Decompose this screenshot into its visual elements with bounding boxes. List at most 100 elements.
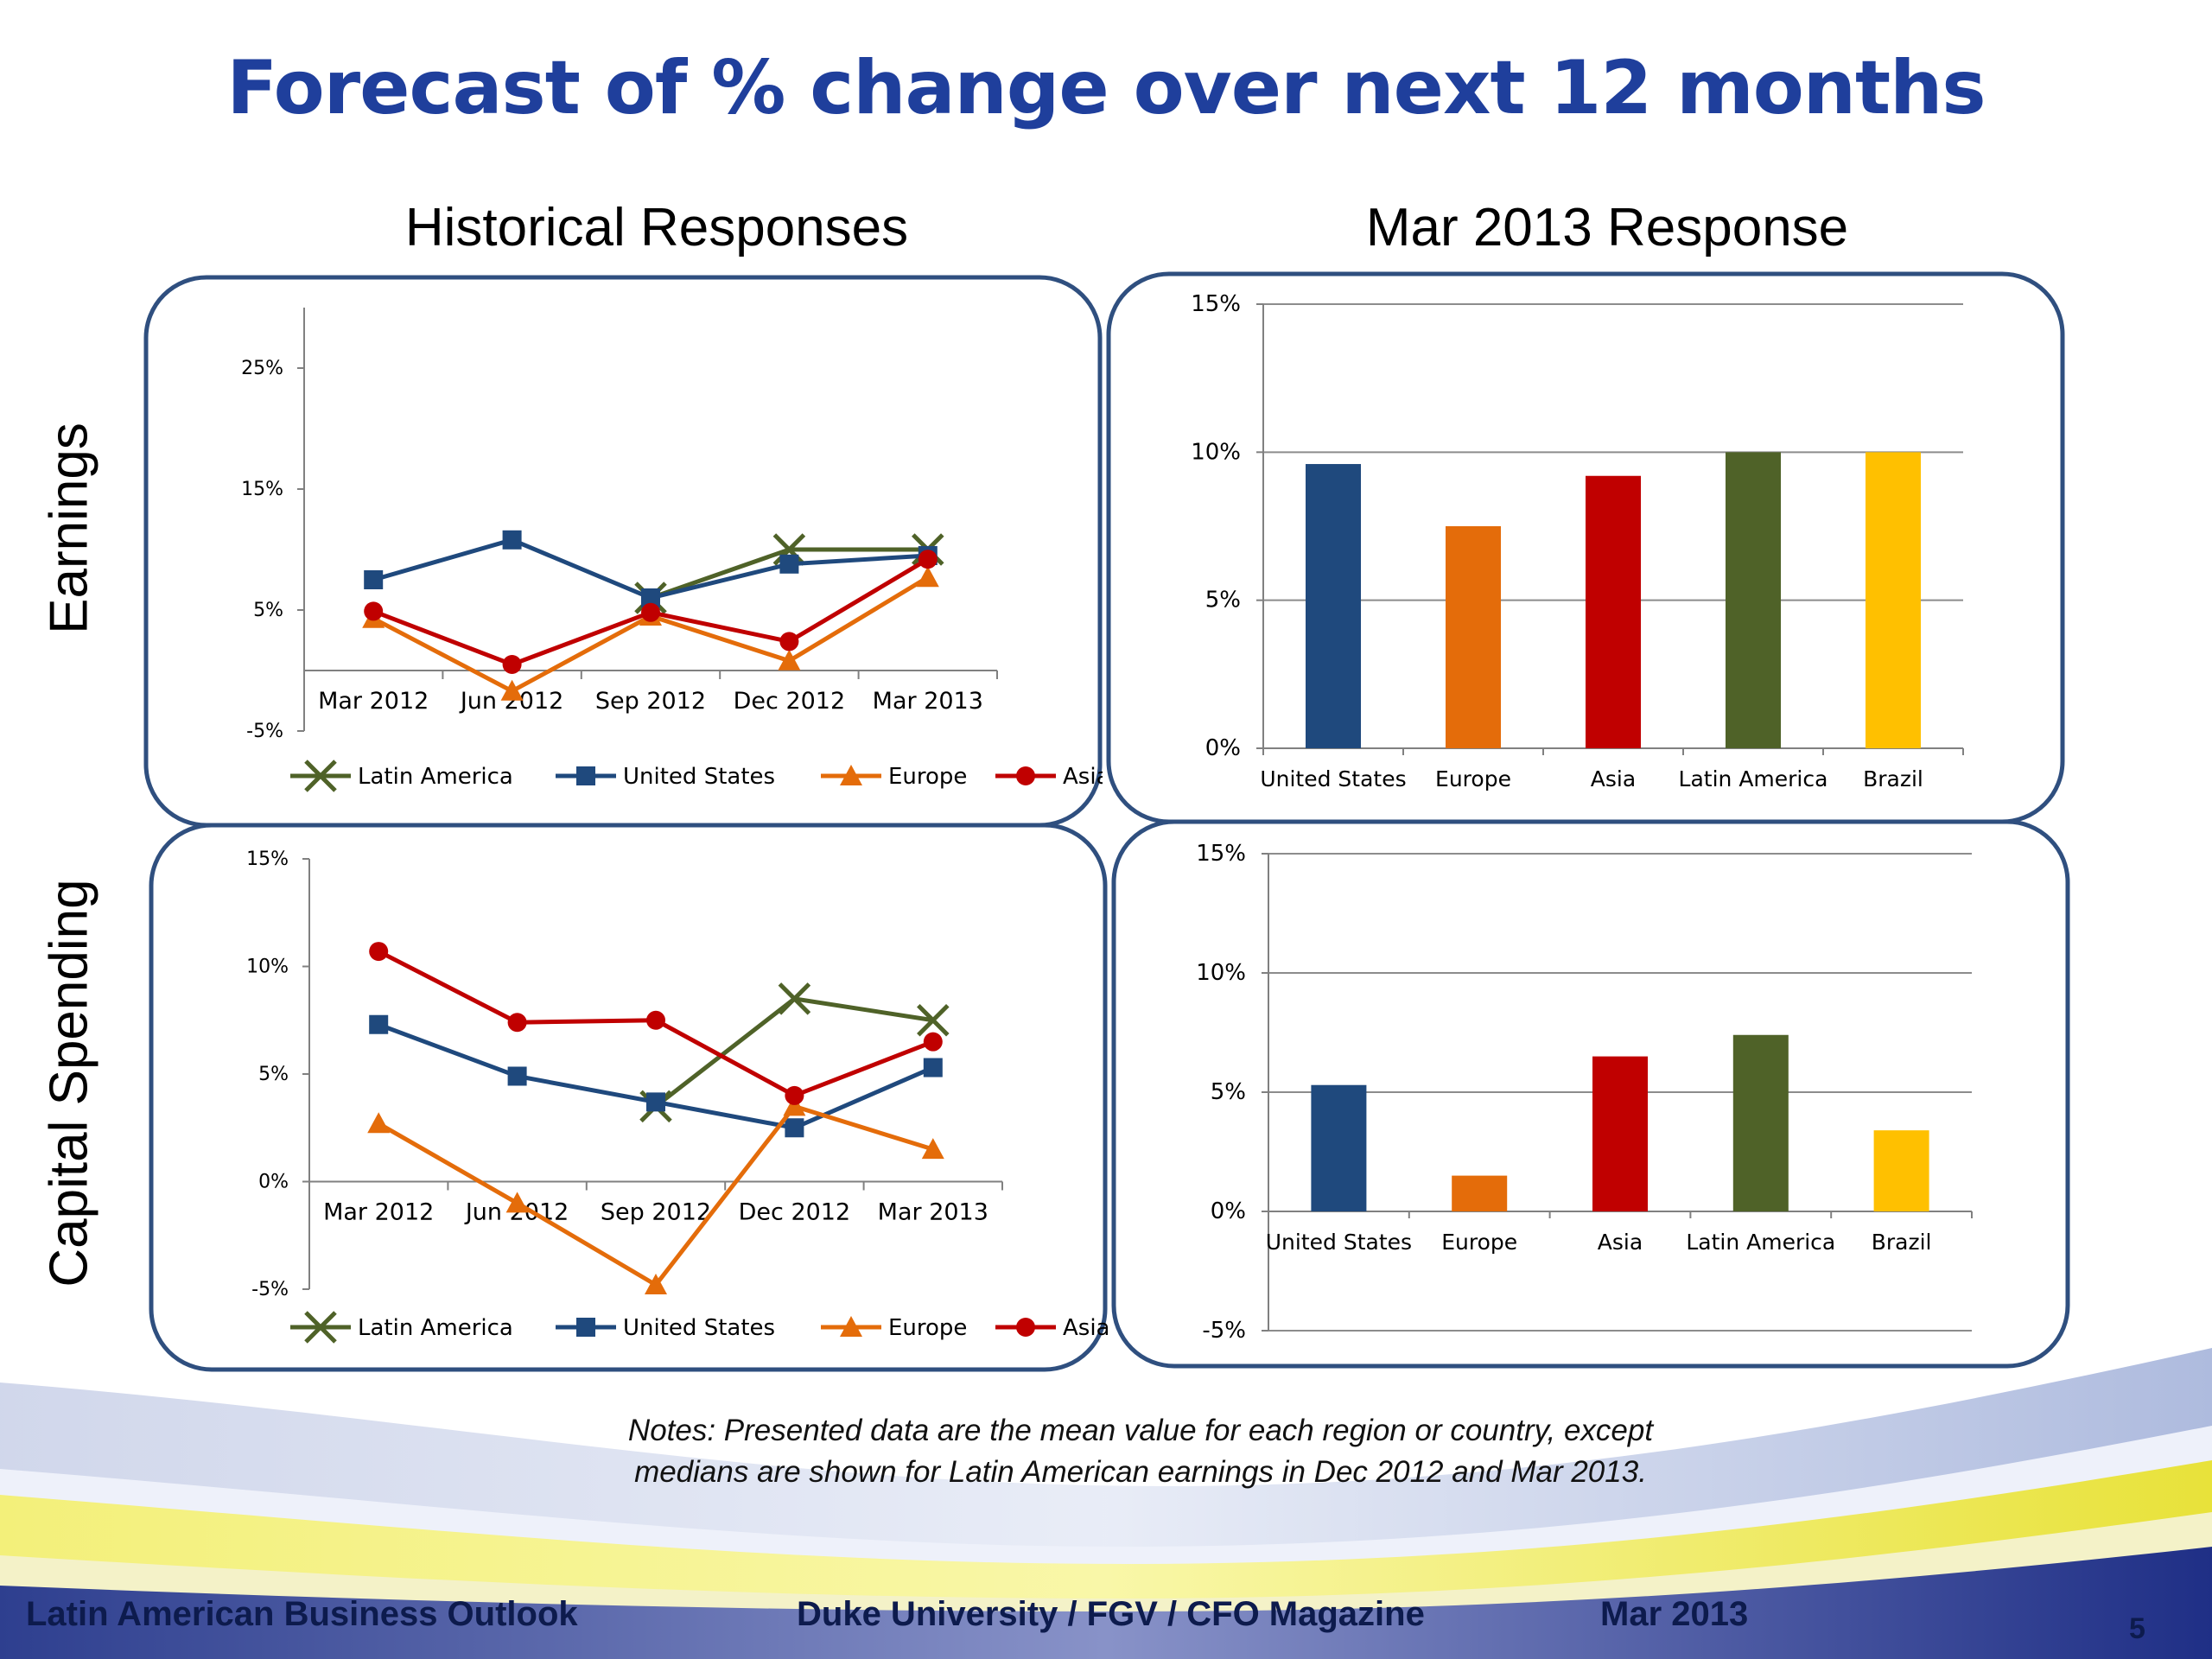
y-tick-label: 0% [1211, 1198, 1246, 1224]
x-tick-label: Europe [1435, 766, 1511, 791]
panel-frame [1111, 819, 2070, 1369]
data-point [779, 632, 799, 652]
legend-marker [576, 766, 595, 785]
y-tick-label: 10% [1196, 960, 1246, 986]
data-point [772, 533, 806, 566]
x-tick-label: Dec 2012 [739, 1199, 851, 1226]
slide-title: Forecast of % change over next 12 months [226, 45, 1986, 131]
y-tick-label: 15% [1191, 291, 1241, 317]
data-point [502, 530, 522, 550]
x-tick-label: Mar 2012 [318, 688, 429, 715]
bar-latin-america [1726, 452, 1781, 748]
row-heading-earnings: Earnings [39, 423, 99, 634]
y-tick-label: 15% [1196, 841, 1246, 867]
data-point [778, 982, 811, 1015]
legend-label: Latin America [358, 1315, 513, 1341]
notes-line-2: medians are shown for Latin American ear… [634, 1455, 1647, 1489]
legend: Latin America United States Europe Asia [290, 760, 1103, 792]
x-tick-label: Sep 2012 [595, 688, 706, 715]
y-tick-label: 15% [241, 479, 283, 500]
data-point [645, 1274, 667, 1295]
data-point [641, 602, 660, 622]
bar-asia [1592, 1056, 1648, 1211]
data-point [923, 1032, 943, 1052]
data-point [505, 1192, 529, 1213]
data-point [779, 554, 799, 574]
bar-brazil [1866, 452, 1921, 748]
bar-asia [1586, 475, 1641, 748]
footer-center: Duke University / FGV / CFO Magazine [797, 1595, 1425, 1633]
notes-line-1: Notes: Presented data are the mean value… [627, 1414, 1654, 1447]
legend-label: United States [623, 1315, 775, 1341]
legend-marker [304, 760, 337, 792]
data-point [783, 1095, 806, 1116]
footer-date: Mar 2013 [1600, 1595, 1749, 1633]
data-point [778, 649, 801, 671]
capex-mar2013-chart: -5% 0% 5% 10% 15% United States Europe Asia Lati… [1111, 819, 2070, 1369]
data-point [367, 1112, 391, 1134]
legend-marker [840, 1316, 862, 1337]
bar-united-states [1311, 1084, 1367, 1211]
series-asia [364, 550, 938, 674]
legend-label: Europe [888, 764, 967, 790]
bar-latin-america [1732, 1034, 1789, 1211]
legend-marker [304, 1311, 337, 1344]
notes: Notes: Presented data are the mean value… [432, 1410, 1849, 1493]
data-point [917, 1003, 950, 1037]
x-tick-label: Europe [1441, 1230, 1517, 1255]
y-tick-label: -5% [1202, 1318, 1246, 1344]
series-europe [367, 1095, 944, 1295]
earnings-historical-chart: -5%5%15%25%Mar 2012 Jun 2012 Sep 2012 Dec 2… [143, 275, 1103, 828]
y-tick-label: 5% [1211, 1079, 1246, 1105]
y-tick-label: 15% [246, 849, 289, 870]
legend-marker [1016, 1318, 1035, 1337]
x-tick-label: United States [1266, 1230, 1412, 1255]
data-point [923, 1058, 943, 1077]
earnings-mar2013-chart: 0% 5% 10% 15% United States Europe Asia Latin A… [1106, 271, 2065, 824]
data-point [918, 550, 938, 569]
data-point [507, 1013, 527, 1033]
bar-united-states [1306, 464, 1361, 748]
y-tick-label: 25% [241, 358, 283, 379]
y-tick-label: -5% [251, 1279, 289, 1300]
x-tick-label: Mar 2012 [323, 1199, 434, 1226]
data-point [364, 601, 384, 621]
legend-label: Latin America [358, 764, 513, 790]
y-tick-label: 5% [253, 600, 283, 621]
data-point [502, 655, 522, 674]
panel-frame [143, 275, 1103, 828]
x-tick-label: Asia [1591, 766, 1636, 791]
x-tick-label: Brazil [1872, 1230, 1932, 1255]
legend-label: Asia [1063, 1315, 1108, 1341]
y-tick-label: 10% [1191, 439, 1241, 465]
bar-europe [1452, 1175, 1508, 1211]
data-point [646, 1092, 665, 1112]
data-point [364, 570, 384, 589]
column-heading-mar-2013: Mar 2013 Response [1365, 198, 1849, 257]
data-point [641, 588, 660, 607]
legend: Latin America United States Europe Asia [290, 1311, 1108, 1344]
x-tick-label: United States [1260, 766, 1406, 791]
y-tick-label: -5% [246, 721, 283, 742]
data-point [369, 1014, 389, 1034]
x-tick-label: Mar 2013 [873, 688, 983, 715]
data-point [646, 1010, 665, 1030]
data-point [785, 1085, 804, 1105]
y-tick-label: 0% [258, 1172, 289, 1193]
column-heading-historical: Historical Responses [404, 198, 909, 257]
capex-historical-chart: -5%0%5%10%15%Mar 2012 Jun 2012 Sep 2012 Dec… [149, 823, 1108, 1372]
x-tick-label: Latin America [1686, 1230, 1835, 1255]
y-tick-label: 0% [1205, 735, 1241, 761]
data-point [785, 1118, 804, 1138]
x-tick-label: Dec 2012 [734, 688, 846, 715]
legend-marker [1016, 766, 1035, 785]
legend-marker [840, 765, 862, 785]
footer-left: Latin American Business Outlook [26, 1595, 578, 1633]
y-tick-label: 10% [246, 957, 289, 978]
data-point [507, 1066, 527, 1086]
data-point [916, 566, 939, 588]
legend-label: Asia [1063, 764, 1103, 790]
x-tick-label: Latin America [1679, 766, 1828, 791]
